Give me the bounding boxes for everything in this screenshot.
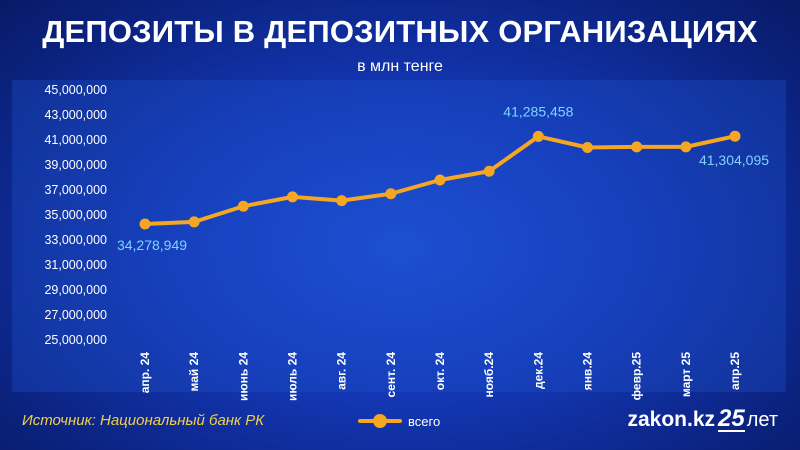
data-point [188,216,200,228]
data-point [287,191,298,203]
x-tick-label: март 25 [679,352,693,397]
data-point [237,200,249,212]
y-tick-label: 37,000,000 [44,183,107,197]
data-point [729,130,741,142]
source-note: Источник: Национальный банк РК [22,412,265,429]
legend-marker-icon [358,414,402,428]
x-tick-label: авг. 24 [335,352,349,390]
x-tick-label: апр. 24 [138,352,152,394]
y-tick-label: 43,000,000 [44,108,107,122]
chart-title: ДЕПОЗИТЫ В ДЕПОЗИТНЫХ ОРГАНИЗАЦИЯХ [42,14,758,49]
y-tick-label: 35,000,000 [44,208,107,222]
x-tick-label: апр.25 [728,352,742,390]
data-point [582,142,593,153]
x-tick-label: февр.25 [630,352,644,401]
x-tick-label: июнь 24 [236,352,250,401]
data-label: 41,285,458 [503,103,573,119]
y-tick-label: 29,000,000 [44,283,107,297]
data-point [336,195,348,207]
y-tick-label: 25,000,000 [44,333,107,347]
x-tick-label: дек.24 [531,352,545,389]
data-point [680,141,692,153]
data-point [434,174,446,186]
y-tick-label: 45,000,000 [44,83,107,97]
y-tick-label: 31,000,000 [44,258,107,272]
y-tick-label: 27,000,000 [44,308,107,322]
data-point [385,188,397,200]
data-label: 34,278,949 [117,237,187,253]
data-label: 41,304,095 [699,152,769,168]
x-tick-label: май 24 [187,352,201,392]
brand-badge: 25 [718,405,745,432]
y-tick-label: 33,000,000 [44,233,107,247]
brand-logo: zakon.kz 25 лет [627,405,778,432]
x-tick-label: нояб.24 [482,352,496,398]
data-point [139,218,151,230]
data-point [631,141,643,153]
data-point [532,130,544,142]
x-tick-label: окт. 24 [433,352,447,391]
x-tick-label: янв.24 [581,352,595,391]
legend-label: всего [408,413,441,429]
y-tick-label: 41,000,000 [44,133,107,147]
brand-name: zakon.kz [627,408,715,431]
data-point [483,165,495,177]
x-tick-label: июль 24 [286,352,300,401]
y-tick-label: 39,000,000 [44,158,107,172]
legend: всего [358,411,440,431]
brand-suffix: лет [746,408,778,431]
x-tick-label: сент. 24 [384,352,398,398]
plot-panel [12,80,786,392]
chart-subtitle: в млн тенге [357,58,443,75]
